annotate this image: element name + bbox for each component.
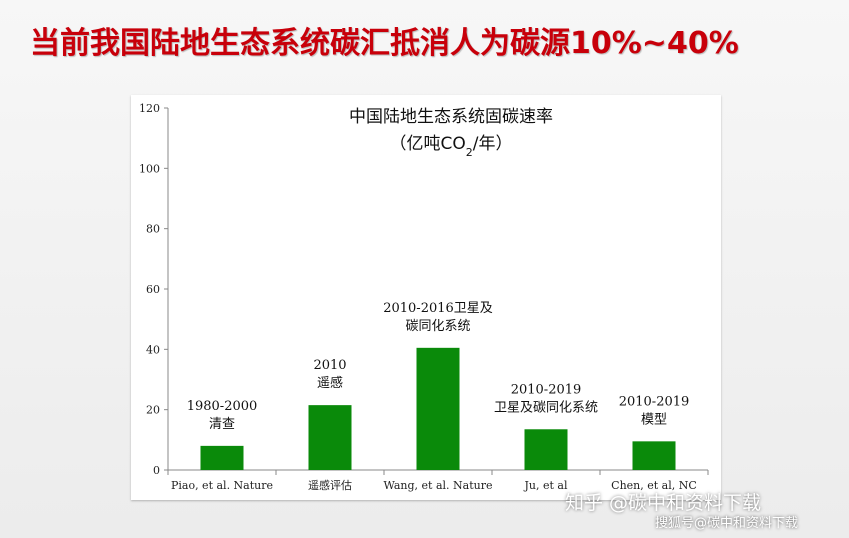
y-tick-label: 0 [153, 464, 160, 477]
bar-annotation: 2010-2016卫星及 [383, 301, 493, 316]
y-tick-label: 20 [146, 404, 160, 417]
chart-panel: 中国陆地生态系统固碳速率 （亿吨CO2/年） 0 20 40 60 80 100 120 Pi… [131, 95, 721, 500]
chart-title-suffix: /年） [473, 134, 513, 154]
bar-annotation: 卫星及碳同化系统 [494, 400, 598, 415]
x-category-label: 遥感评估 [308, 479, 352, 492]
slide-title: 当前我国陆地生态系统碳汇抵消人为碳源10%~40% [30, 26, 739, 61]
x-category-label: Wang, et al. Nature [384, 479, 493, 492]
chart-title-prefix: （亿吨CO [390, 134, 466, 154]
y-tick-label: 100 [139, 162, 160, 175]
chart-bars [200, 347, 676, 470]
y-tick-label: 80 [146, 223, 160, 236]
y-tick-label: 60 [146, 283, 160, 296]
x-category-label: Ju, et al [524, 479, 568, 492]
bar [200, 445, 244, 470]
x-category-label: Chen, et al, NC [611, 479, 697, 492]
bar-annotation: 2010-2019 [619, 394, 690, 409]
bar-annotation: 1980-2000 [187, 399, 258, 414]
bar [308, 405, 352, 470]
x-category-label: Piao, et al. Nature [171, 479, 273, 492]
chart-title-line1: 中国陆地生态系统固碳速率 [349, 107, 553, 127]
chart-title-line2: （亿吨CO2/年） [390, 134, 513, 159]
bar-annotation: 碳同化系统 [405, 319, 470, 334]
bar [524, 429, 568, 470]
y-tick-label: 120 [139, 102, 160, 115]
chart-title-sub: 2 [466, 146, 473, 159]
watermark-zhihu: 知乎 @碳中和资料下载 [565, 492, 762, 514]
bar-chart: 中国陆地生态系统固碳速率 （亿吨CO2/年） 0 20 40 60 80 100 120 Pi… [139, 102, 709, 492]
bar-annotation: 2010-2019 [511, 382, 582, 397]
bar-annotation: 遥感 [317, 375, 343, 391]
bar [416, 347, 460, 470]
bar-annotation: 清查 [209, 417, 235, 432]
bar-annotation: 2010 [313, 358, 346, 373]
y-tick-label: 40 [146, 343, 160, 356]
watermark-sohu: 搜狐号@碳中和资料下载 [655, 516, 799, 531]
bar [632, 441, 676, 470]
chart-axes: 0 20 40 60 80 100 120 Piao, et al. Nature 遥感评估 Wa… [139, 102, 709, 492]
bar-annotation: 模型 [641, 412, 667, 427]
